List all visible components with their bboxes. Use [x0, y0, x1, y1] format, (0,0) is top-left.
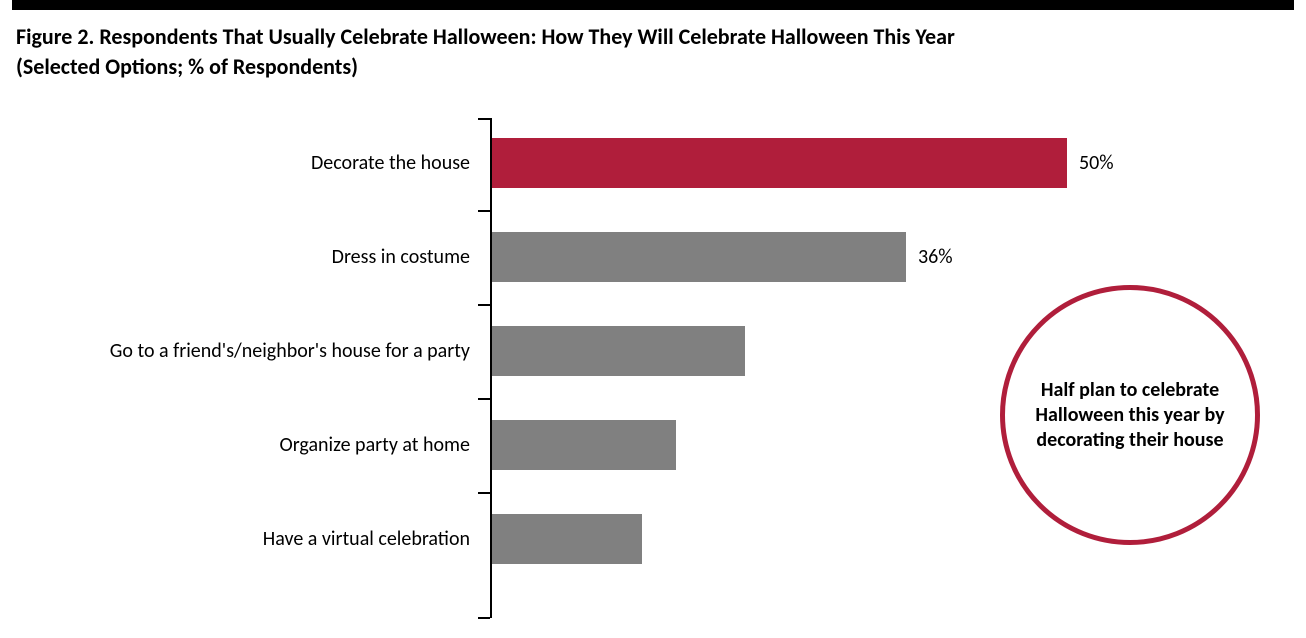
bar [492, 326, 745, 376]
callout-circle: Half plan to celebrate Halloween this ye… [1000, 285, 1260, 545]
axis-tick [478, 492, 490, 494]
bar [492, 232, 906, 282]
bar-chart: Decorate the house 50% Dress in costume 36%… [0, 118, 1306, 638]
bar-label: Decorate the house [0, 138, 470, 188]
figure-title-line1: Figure 2. Respondents That Usually Celeb… [16, 22, 1290, 52]
top-black-bar [12, 0, 1294, 10]
bar [492, 138, 1067, 188]
callout-text: Half plan to celebrate Halloween this ye… [1025, 378, 1235, 453]
bar [492, 514, 642, 564]
page-root: Figure 2. Respondents That Usually Celeb… [0, 0, 1306, 638]
bar-value-label: 36% [918, 232, 953, 282]
bar-label: Go to a friend's/neighbor's house for a … [0, 326, 470, 376]
bar-value-label: 50% [1079, 138, 1114, 188]
bar-label: Dress in costume [0, 232, 470, 282]
figure-title: Figure 2. Respondents That Usually Celeb… [16, 22, 1290, 81]
bar-label: Organize party at home [0, 420, 470, 470]
axis-tick [478, 617, 490, 619]
figure-title-line2: (Selected Options; % of Respondents) [16, 52, 1290, 82]
bar-label: Have a virtual celebration [0, 514, 470, 564]
axis-tick [478, 398, 490, 400]
axis-tick [478, 304, 490, 306]
bar [492, 420, 676, 470]
axis-tick [478, 118, 490, 120]
axis-tick [478, 210, 490, 212]
